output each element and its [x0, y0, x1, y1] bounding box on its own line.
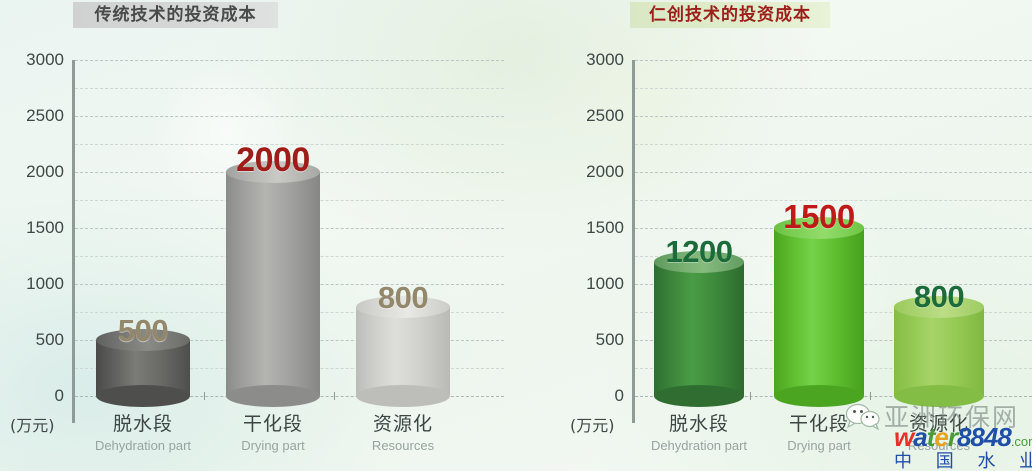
left-bar-1-base	[96, 385, 190, 407]
right-bar-1-cap	[654, 251, 744, 273]
left-bar-2-body	[226, 172, 320, 396]
right-category-3: 资源化 Resources	[908, 409, 970, 453]
left-plot-area: 3000 2500 2000 1500 1000 500 0 (万元) 500	[10, 50, 504, 453]
left-chart-panel: 传统技术的投资成本 3000 2500 2000 1500 1000 500	[10, 2, 504, 453]
left-bar-3-body	[356, 307, 450, 396]
right-category-3-cn: 资源化	[908, 413, 970, 435]
right-gridline-2250	[635, 144, 1032, 145]
left-category-3-cn: 资源化	[372, 413, 434, 435]
left-bar-2-cap	[226, 161, 320, 183]
right-bar-3-cap	[894, 296, 984, 318]
left-ytick-3000: 3000	[26, 50, 64, 69]
left-gridline-3000	[75, 60, 504, 61]
right-ytick-2500: 2500	[586, 106, 624, 125]
right-category-1-cn: 脱水段	[668, 413, 729, 435]
left-bar-3-cap	[356, 296, 450, 318]
right-category-2: 干化段 Drying part	[787, 409, 851, 453]
left-category-3-en: Resources	[371, 438, 435, 453]
right-gridline-3000	[635, 60, 1032, 61]
left-ytick-2000: 2000	[26, 162, 64, 181]
right-gridline-1750	[635, 200, 1032, 201]
left-category-2-en: Drying part	[241, 438, 305, 453]
right-bar-2-value: 1500	[783, 198, 855, 235]
right-bar-2-body	[774, 228, 864, 396]
right-bar-3-value: 800	[913, 279, 965, 314]
right-category-1-en: Dehydration part	[650, 438, 748, 453]
left-gridline-2500	[75, 116, 504, 117]
right-chart-title: 仁创技术的投资成本	[630, 2, 830, 28]
right-bar-3-base	[894, 385, 984, 407]
left-bar-resources[interactable]: 800	[356, 280, 450, 407]
left-ytick-2500: 2500	[26, 106, 64, 125]
left-category-3: 资源化 Resources	[372, 409, 434, 453]
right-bar-resources[interactable]: 800	[894, 279, 984, 407]
left-category-1-en: Dehydration part	[94, 438, 192, 453]
left-bar-1-value: 500	[117, 313, 169, 348]
left-xtick-1	[204, 392, 205, 400]
left-bar-2-base	[226, 385, 320, 407]
left-bar-dehydration[interactable]: 500	[96, 313, 190, 407]
left-ytick-500: 500	[35, 330, 64, 349]
left-gridline-2750	[75, 88, 504, 89]
right-bar-3-body	[894, 307, 984, 396]
left-ytick-1000: 1000	[26, 274, 64, 293]
right-ytick-1500: 1500	[586, 218, 624, 237]
right-bar-2-base	[774, 385, 864, 407]
right-ytick-1000: 1000	[586, 274, 624, 293]
right-bar-1-body	[654, 262, 744, 396]
left-y-axis	[72, 60, 75, 423]
right-gridline-2750	[635, 88, 1032, 89]
left-unit-label: (万元)	[10, 416, 55, 435]
right-ytick-2000: 2000	[586, 162, 624, 181]
right-gridline-2000	[635, 172, 1032, 173]
right-category-2-en: Drying part	[787, 438, 851, 453]
left-bar-2-value: 2000	[236, 141, 310, 179]
left-gridline-2250	[75, 144, 504, 145]
left-category-2-cn: 干化段	[242, 413, 304, 435]
right-bar-1-value: 1200	[665, 234, 733, 269]
right-y-axis	[632, 60, 635, 423]
left-category-1-cn: 脱水段	[112, 413, 173, 435]
right-unit-label: (万元)	[570, 416, 615, 435]
right-category-1: 脱水段 Dehydration part	[651, 409, 747, 453]
right-bar-2-cap	[774, 217, 864, 239]
left-bar-3-base	[356, 385, 450, 407]
right-category-3-en: Resources	[907, 438, 971, 453]
left-ytick-1500: 1500	[26, 218, 64, 237]
left-xtick-2	[334, 392, 335, 400]
left-category-2: 干化段 Drying part	[241, 409, 305, 453]
right-gridline-2500	[635, 116, 1032, 117]
right-xtick-1	[750, 392, 751, 400]
right-ytick-3000: 3000	[586, 50, 624, 69]
right-bar-dehydration[interactable]: 1200	[654, 234, 744, 407]
right-ytick-0: 0	[614, 386, 624, 405]
right-category-2-cn: 干化段	[788, 413, 850, 435]
right-bar-1-base	[654, 385, 744, 407]
left-bar-3-value: 800	[377, 280, 429, 315]
right-ytick-500: 500	[595, 330, 624, 349]
left-chart-title: 传统技术的投资成本	[73, 2, 278, 28]
right-bar-drying[interactable]: 1500	[774, 198, 864, 407]
right-xtick-2	[870, 392, 871, 400]
left-ytick-0: 0	[54, 386, 64, 405]
right-plot-area: 3000 2500 2000 1500 1000 500 0 (万元) 1200	[570, 50, 1032, 453]
left-category-1: 脱水段 Dehydration part	[95, 409, 191, 453]
left-bar-drying[interactable]: 2000	[226, 141, 320, 407]
right-chart-panel: 仁创技术的投资成本 3000 2500 2000 1500 1000 500 0…	[516, 0, 1032, 471]
left-bar-1-cap	[96, 329, 190, 351]
